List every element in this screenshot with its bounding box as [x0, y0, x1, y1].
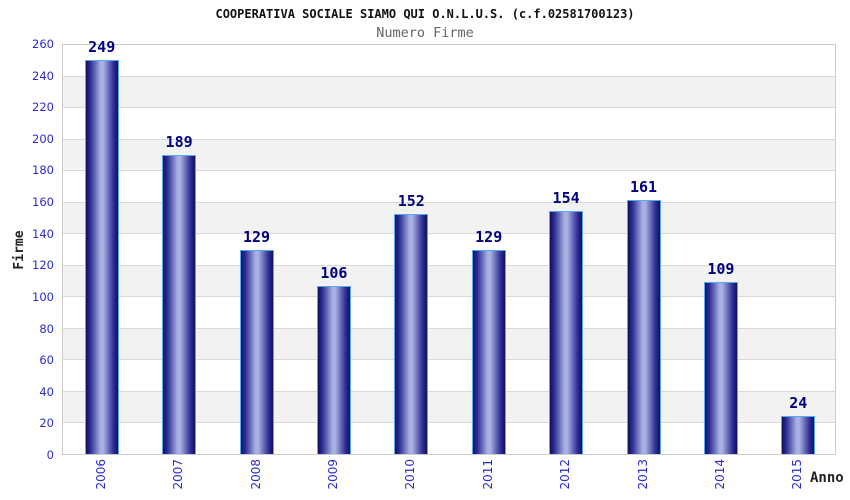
x-tick-label-2007: 2007	[171, 459, 186, 490]
bar-2014	[703, 281, 738, 454]
grid-band	[63, 107, 835, 139]
bar-value-label: 109	[707, 259, 735, 278]
bar-2012	[549, 210, 584, 454]
bar-2010	[394, 213, 429, 454]
bar-value-label: 106	[320, 264, 348, 283]
bar-value-label: 129	[242, 228, 271, 247]
x-tick-label-2012: 2012	[558, 459, 573, 490]
bar-2011	[471, 250, 506, 454]
y-tick-label: 60	[39, 353, 54, 368]
y-tick-label: 220	[32, 100, 54, 115]
bar-value-label: 152	[397, 191, 425, 210]
bar-value-label: 129	[475, 228, 503, 247]
x-tick-label-2011: 2011	[480, 459, 495, 490]
y-tick-label: 80	[39, 321, 54, 336]
y-tick-label: 120	[32, 258, 54, 273]
y-tick-label: 100	[32, 289, 54, 304]
bar-value-label: 249	[88, 38, 116, 57]
x-tick-label-2008: 2008	[248, 459, 263, 490]
chart-title: COOPERATIVA SOCIALE SIAMO QUI O.N.L.U.S.…	[215, 7, 635, 21]
bar-2015	[781, 416, 816, 454]
x-tick-label-2010: 2010	[403, 459, 418, 490]
y-tick-label: 160	[32, 195, 54, 210]
grid-band	[63, 45, 835, 76]
x-tick-label-2015: 2015	[790, 459, 805, 490]
chart-subtitle: Numero Firme	[376, 25, 474, 41]
y-tick-label: 180	[32, 163, 54, 178]
y-tick-label: 140	[32, 226, 54, 241]
bar-value-label: 24	[789, 394, 808, 413]
bar-2007	[162, 155, 197, 454]
y-tick-label: 40	[39, 384, 54, 399]
x-tick-label-2014: 2014	[712, 459, 727, 490]
x-axis-title: Anno	[810, 470, 844, 486]
bar-value-label: 189	[165, 133, 193, 152]
y-tick-label: 20	[39, 416, 54, 431]
y-tick-label: 260	[32, 37, 54, 51]
bar-2006	[84, 60, 119, 454]
plot-area: 249 189 129 106 152 129 154 161 109 24	[62, 38, 836, 455]
x-tick-label-2009: 2009	[325, 459, 340, 490]
y-axis-title: Firme	[12, 230, 27, 270]
x-tick-label-2006: 2006	[93, 459, 108, 490]
y-tick-label: 240	[32, 68, 54, 83]
y-tick-label: 200	[32, 131, 54, 146]
bar-value-label: 161	[629, 177, 658, 196]
x-tick-label-2013: 2013	[635, 459, 650, 490]
y-tick-label: 0	[46, 448, 54, 462]
bar-value-label: 154	[552, 188, 580, 207]
bar-2008	[239, 250, 274, 454]
grid-band	[63, 75, 835, 108]
bar-2009	[316, 286, 351, 454]
bar-2013	[626, 199, 661, 454]
